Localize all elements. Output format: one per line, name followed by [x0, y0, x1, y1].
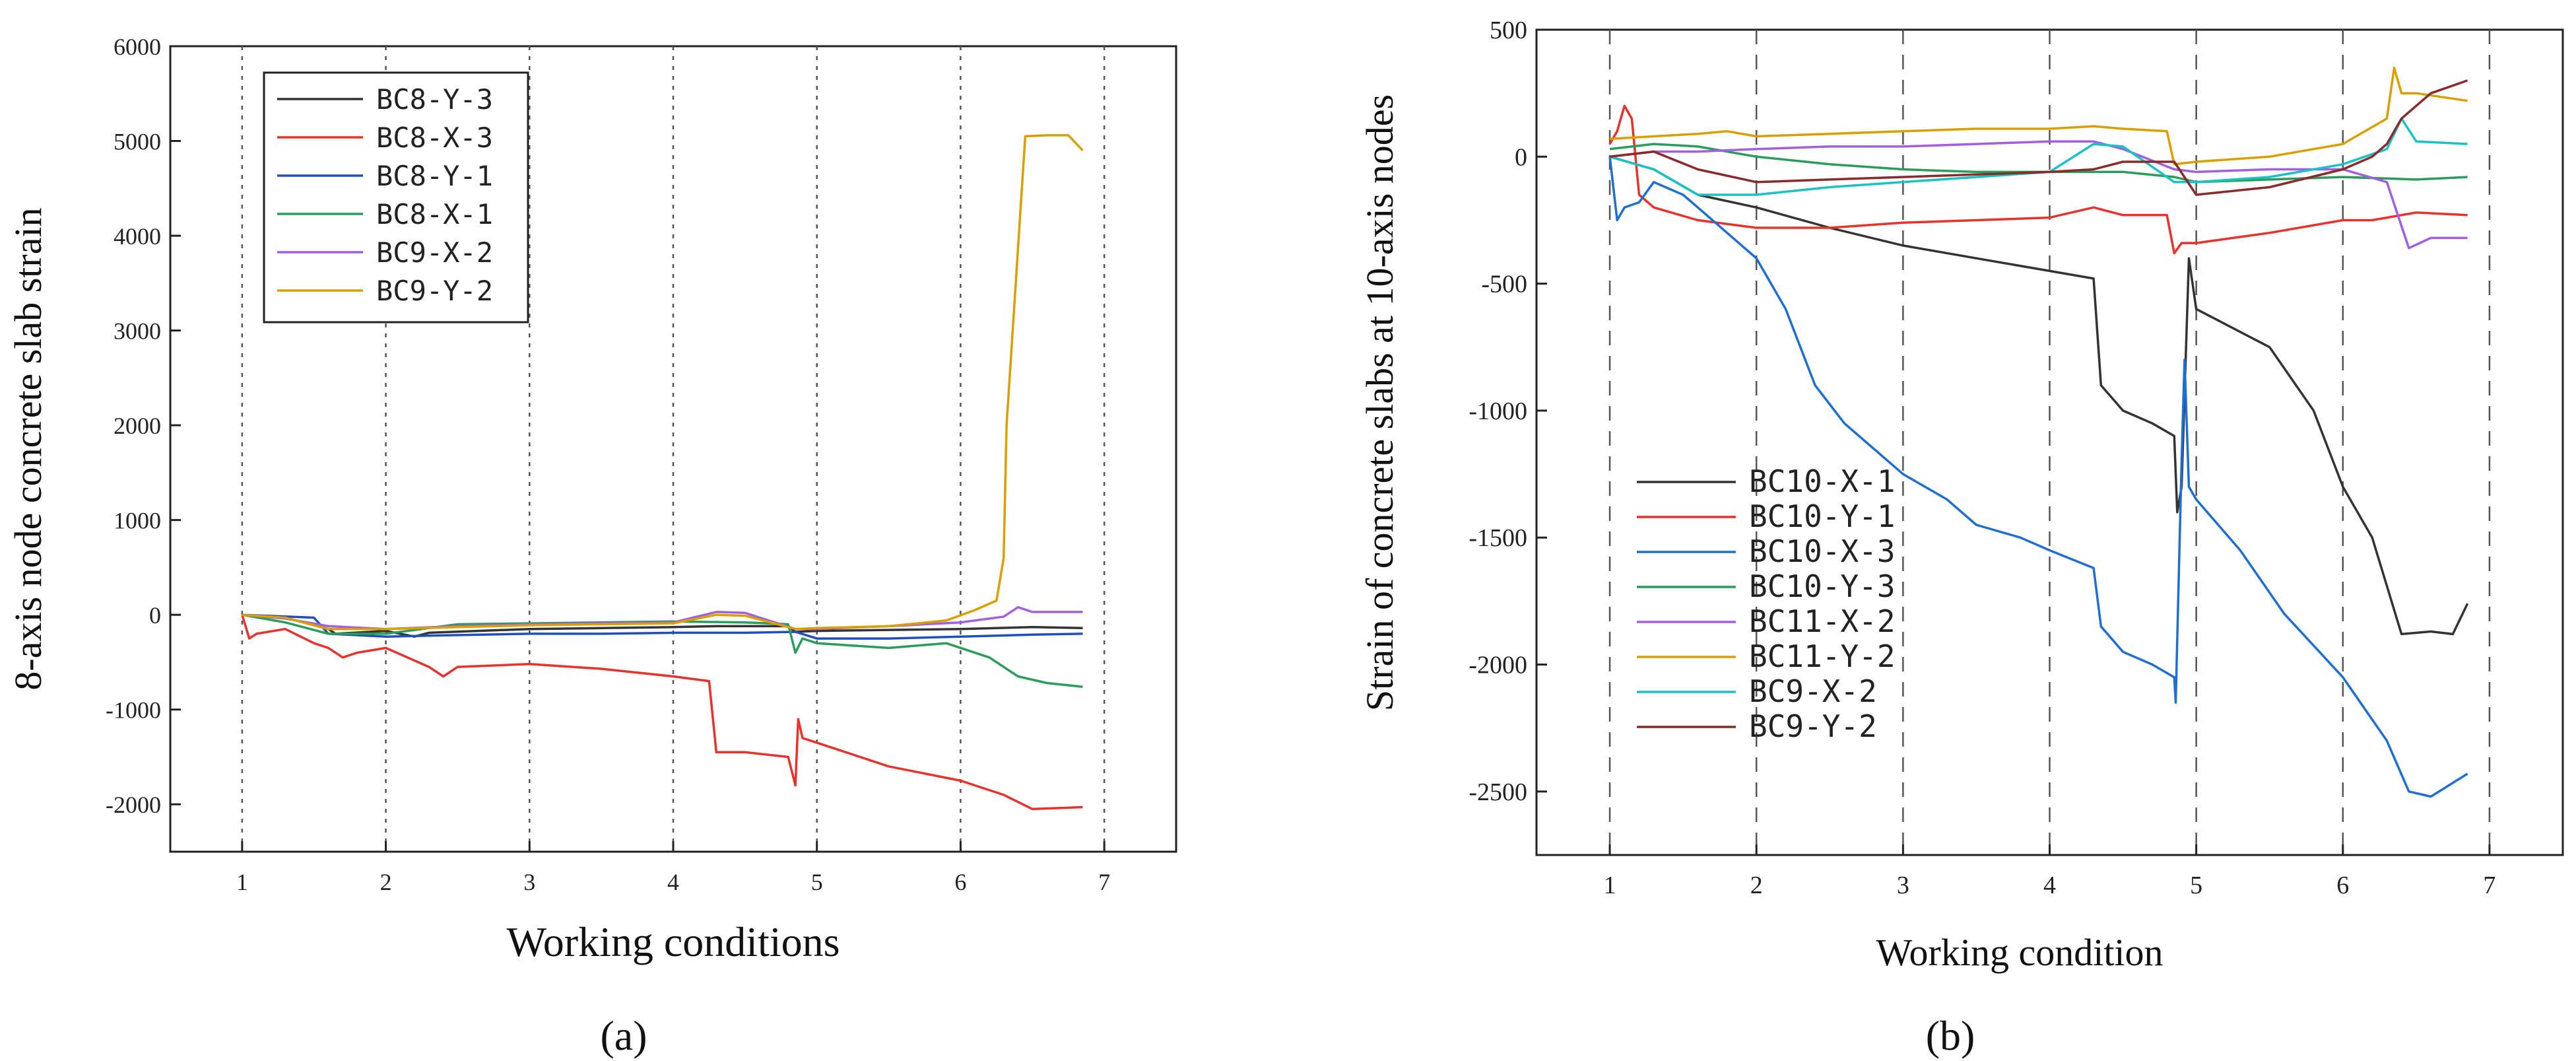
y-tick-label: -1000: [106, 697, 161, 724]
series-line-bc8-x-1: [242, 613, 1083, 689]
y-tick-label: 0: [1515, 143, 1527, 171]
series-line-bc11-y-2: [1609, 66, 2468, 166]
x-tick-label: 1: [1604, 872, 1616, 899]
x-tick-label: 7: [1098, 869, 1110, 895]
legend-entry-label: BC10-X-3: [1749, 533, 1896, 569]
y-tick-label: 6000: [114, 34, 161, 60]
legend-entry-label: BC10-Y-1: [1749, 498, 1896, 534]
panel-label-a: (a): [600, 1012, 647, 1059]
legend-entry-label: BC9-X-2: [1749, 673, 1877, 709]
legend-entry-label: BC10-X-1: [1749, 463, 1896, 499]
series-line-bc9-x-2: [1609, 117, 2468, 196]
y-tick-label: 500: [1490, 17, 1527, 44]
y-tick-label: 4000: [114, 223, 161, 250]
legend-entry-label: BC9-Y-2: [1749, 708, 1877, 744]
y-tick-label: 5000: [114, 129, 161, 155]
series-line-bc8-x-3: [241, 614, 1083, 811]
chart-panel-b: 1 2 3 4 5 6 7 -2500 -2000 -1500 -1000 -500 0 500 BC1…: [1358, 17, 2564, 1059]
y-tick-label: -2000: [1469, 652, 1527, 679]
x-tick-label: 2: [1750, 872, 1763, 899]
x-tick-label: 4: [2043, 872, 2056, 899]
y-tick-label: -500: [1481, 271, 1527, 298]
x-tick-label: 4: [667, 869, 679, 895]
x-tick-label: 7: [2483, 872, 2495, 899]
legend-entry-label: BC9-Y-2: [376, 275, 493, 307]
y-tick-label: -1500: [1469, 524, 1527, 552]
legend-entry-label: BC8-Y-1: [376, 160, 493, 192]
y-tick-label: -1000: [1469, 397, 1527, 425]
series-line-bc9-x-2: [242, 605, 1083, 631]
x-axis-title-b: Working condition: [1876, 931, 2163, 974]
y-tick-label: -2500: [1469, 778, 1527, 806]
legend-entry-label: BC11-X-2: [1749, 603, 1896, 639]
y-tick-label: 1000: [114, 508, 161, 534]
series-line-bc10-x-1: [1609, 155, 2469, 636]
x-tick-label: 5: [811, 869, 823, 895]
series-line-bc9-y-2: [242, 134, 1084, 631]
series-line-bc10-y-1: [1608, 104, 2468, 255]
x-tick-label: 3: [523, 869, 535, 895]
legend-entry-label: BC8-X-3: [376, 121, 493, 154]
chart-panel-a: 1 2 3 4 5 6 7 -2000 -1000 0 1000 2000 3000 4000 5000 6…: [7, 34, 1177, 1059]
legend-box: [263, 71, 529, 324]
x-axis-title-a: Working conditions: [506, 918, 840, 965]
series-line-bc9-y-2: [1609, 79, 2468, 196]
legend-entry-label: BC10-Y-3: [1749, 568, 1896, 604]
x-tick-label: 6: [2336, 872, 2349, 899]
legend-entry-label: BC8-X-1: [376, 198, 493, 230]
y-tick-label: 0: [149, 602, 161, 629]
legend-entry-label: BC11-Y-2: [1749, 638, 1896, 674]
x-tick-label: 1: [236, 869, 248, 895]
y-axis-title-b: Strain of concrete slabs at 10-axis node…: [1358, 94, 1401, 711]
panel-label-b: (b): [1926, 1012, 1975, 1059]
legend-entry-label: BC9-X-2: [376, 236, 493, 269]
y-tick-label: 2000: [114, 413, 161, 439]
x-tick-label: 3: [1897, 872, 1909, 899]
legend-entry-label: BC8-Y-3: [376, 83, 493, 116]
x-tick-label: 6: [954, 869, 966, 895]
x-tick-label: 2: [380, 869, 392, 895]
x-tick-label: 5: [2190, 872, 2202, 899]
series-line-bc10-x-3: [1608, 156, 2468, 798]
y-tick-label: 3000: [114, 318, 161, 345]
y-axis-title-a: 8-axis node concrete slab strain: [7, 207, 50, 690]
y-tick-label: -2000: [106, 792, 161, 818]
